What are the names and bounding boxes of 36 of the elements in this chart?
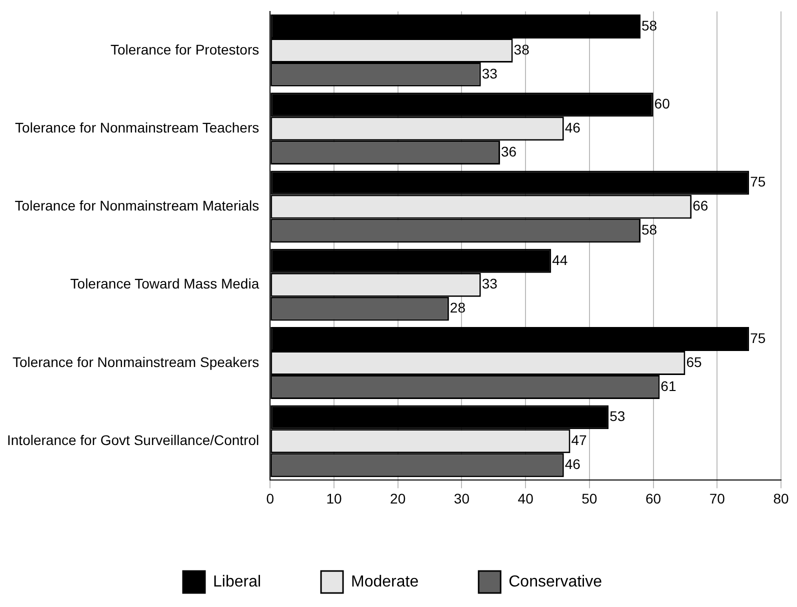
data-label: 38 [514,41,530,58]
x-tick-label: 30 [454,490,470,506]
data-label: 47 [571,432,588,448]
data-label: 46 [564,119,581,136]
x-tick-label: 0 [266,490,274,506]
data-label: 58 [642,17,658,34]
y-tick-label: Tolerance for Protestors [110,41,260,58]
data-label: 58 [642,222,658,238]
data-label: 44 [552,252,568,268]
x-tick-label: 20 [390,490,406,506]
data-label: 46 [564,456,581,472]
data-label: 65 [686,354,702,370]
legend-label: Conservative [508,573,602,590]
y-tick-label: Tolerance Toward Mass Media [70,276,260,292]
data-label: 75 [750,174,766,190]
data-label: 53 [610,408,626,424]
y-tick-label: Intolerance for Govt Surveillance/Control [7,432,260,448]
legend-label: Liberal [213,573,262,590]
y-tick-label: Tolerance for Nonmainstream Materials [14,198,260,214]
data-label: 60 [654,96,670,112]
x-tick-label: 10 [326,490,342,506]
x-tick-label: 70 [709,490,726,506]
legend-label: Moderate [351,573,419,590]
data-label: 75 [750,330,766,346]
data-label: 61 [660,378,676,394]
x-tick-label: 80 [773,490,789,506]
x-tick-label: 50 [582,490,598,506]
y-tick-label: Tolerance for Nonmainstream Teachers [15,119,260,136]
data-label: 28 [450,300,466,316]
y-tick-label: Tolerance for Nonmainstream Speakers [12,354,260,370]
data-label: 33 [482,65,498,82]
data-label: 33 [482,276,498,292]
data-label: 36 [501,143,517,160]
x-tick-label: 60 [645,490,662,506]
data-label: 66 [692,198,708,214]
x-tick-label: 40 [518,490,534,506]
